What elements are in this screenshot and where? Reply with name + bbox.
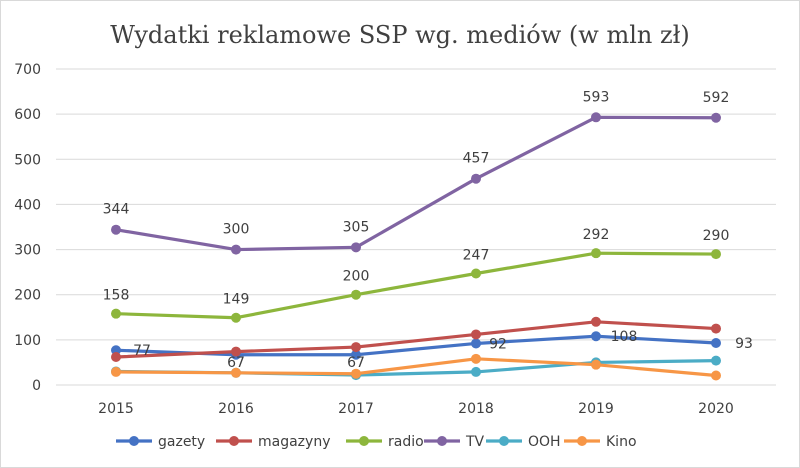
data-label-radio: 149 bbox=[223, 292, 250, 308]
x-tick-label: 2016 bbox=[218, 401, 254, 417]
legend-item-magazyny: magazyny bbox=[216, 434, 330, 450]
legend-swatch-marker bbox=[129, 436, 139, 446]
x-axis: 2015 2016 2017 2018 2019 2020 bbox=[98, 401, 734, 417]
data-label-radio: 247 bbox=[463, 247, 490, 263]
data-point-kino bbox=[111, 366, 121, 377]
series-line-magazyny bbox=[114, 320, 718, 359]
legend-label: gazety bbox=[158, 434, 205, 450]
x-tick-label: 2015 bbox=[98, 401, 134, 417]
data-point-gazety bbox=[591, 331, 601, 342]
data-point-gazety bbox=[711, 338, 721, 349]
series-radio bbox=[111, 248, 721, 323]
y-tick-label: 300 bbox=[14, 243, 41, 259]
legend-swatch-marker bbox=[229, 436, 239, 446]
data-point-radio bbox=[591, 248, 601, 259]
data-point-radio bbox=[231, 312, 241, 323]
data-point-magazyny bbox=[591, 316, 601, 327]
data-point-tv bbox=[351, 242, 361, 253]
legend-item-radio: radio bbox=[346, 434, 424, 450]
data-point-radio bbox=[471, 268, 481, 279]
legend-label: TV bbox=[465, 434, 485, 450]
data-point-tv bbox=[711, 112, 721, 123]
x-tick-label: 2018 bbox=[458, 401, 494, 417]
series-line-radio bbox=[114, 251, 718, 320]
legend-item-ooh: OOH bbox=[486, 434, 561, 450]
data-label-gazety: 67 bbox=[227, 355, 245, 371]
legend-swatch-marker bbox=[499, 436, 509, 446]
data-label-tv: 344 bbox=[103, 202, 130, 218]
data-point-magazyny bbox=[111, 352, 121, 363]
data-point-magazyny bbox=[471, 329, 481, 340]
legend-item-gazety: gazety bbox=[116, 434, 205, 450]
data-point-magazyny bbox=[231, 346, 241, 357]
legend-item-tv: TV bbox=[424, 434, 485, 450]
data-label-tv: 593 bbox=[583, 89, 610, 105]
data-point-kino bbox=[351, 368, 361, 379]
x-tick-label: 2019 bbox=[578, 401, 614, 417]
data-label-radio: 200 bbox=[343, 269, 370, 285]
data-point-tv bbox=[231, 244, 241, 255]
data-label-tv: 592 bbox=[703, 90, 730, 106]
legend: gazety magazyny radio TV OOH Kino bbox=[116, 434, 637, 450]
y-tick-label: 600 bbox=[14, 107, 41, 123]
chart-title: Wydatki reklamowe SSP wg. mediów (w mln … bbox=[110, 21, 690, 49]
y-tick-label: 100 bbox=[14, 333, 41, 349]
data-point-tv bbox=[591, 112, 601, 123]
data-point-kino bbox=[591, 359, 601, 370]
data-label-radio: 290 bbox=[703, 228, 730, 244]
legend-swatch-marker bbox=[437, 436, 447, 446]
data-point-kino bbox=[711, 370, 721, 381]
y-tick-label: 500 bbox=[14, 152, 41, 168]
grid-layer bbox=[56, 68, 776, 386]
y-tick-label: 400 bbox=[14, 197, 41, 213]
data-point-gazety bbox=[471, 338, 481, 349]
data-label-radio: 158 bbox=[103, 288, 130, 304]
legend-label: Kino bbox=[606, 434, 637, 450]
data-point-radio bbox=[111, 308, 121, 319]
data-point-radio bbox=[351, 289, 361, 300]
series-kino bbox=[111, 353, 721, 381]
data-label-gazety: 77 bbox=[133, 343, 151, 359]
data-label-tv: 305 bbox=[343, 219, 370, 235]
data-labels: 77 67 67 92 108 93 158 149 200 247 292 290 344 300 305… bbox=[103, 89, 753, 370]
data-point-radio bbox=[711, 249, 721, 260]
data-point-gazety bbox=[351, 349, 361, 360]
legend-label: magazyny bbox=[258, 434, 330, 450]
legend-item-kino: Kino bbox=[564, 434, 637, 450]
data-label-gazety: 93 bbox=[735, 336, 753, 352]
legend-label: OOH bbox=[528, 434, 561, 450]
x-tick-label: 2017 bbox=[338, 401, 374, 417]
y-tick-label: 200 bbox=[14, 288, 41, 304]
y-tick-label: 0 bbox=[32, 378, 41, 394]
data-label-gazety: 67 bbox=[347, 355, 365, 371]
series-line-tv bbox=[114, 115, 718, 252]
series-line-kino bbox=[114, 357, 718, 378]
data-point-kino bbox=[231, 367, 241, 378]
data-label-gazety: 92 bbox=[489, 336, 507, 352]
y-tick-label: 700 bbox=[14, 62, 41, 78]
data-label-tv: 457 bbox=[463, 151, 490, 167]
series-layer bbox=[111, 112, 721, 381]
legend-swatch-marker bbox=[577, 436, 587, 446]
data-label-gazety: 108 bbox=[611, 329, 638, 345]
series-magazyny bbox=[111, 316, 721, 363]
data-point-magazyny bbox=[351, 342, 361, 353]
data-label-tv: 300 bbox=[223, 222, 250, 238]
data-point-magazyny bbox=[711, 323, 721, 334]
legend-swatch-marker bbox=[359, 436, 369, 446]
data-point-ooh bbox=[711, 355, 721, 366]
data-point-tv bbox=[111, 224, 121, 235]
data-point-kino bbox=[471, 353, 481, 364]
series-tv bbox=[111, 112, 721, 255]
data-point-tv bbox=[471, 173, 481, 184]
x-tick-label: 2020 bbox=[698, 401, 734, 417]
legend-label: radio bbox=[388, 434, 424, 450]
data-label-radio: 292 bbox=[583, 227, 610, 243]
y-axis: 0 100 200 300 400 500 600 700 bbox=[14, 62, 41, 394]
data-point-ooh bbox=[471, 366, 481, 377]
